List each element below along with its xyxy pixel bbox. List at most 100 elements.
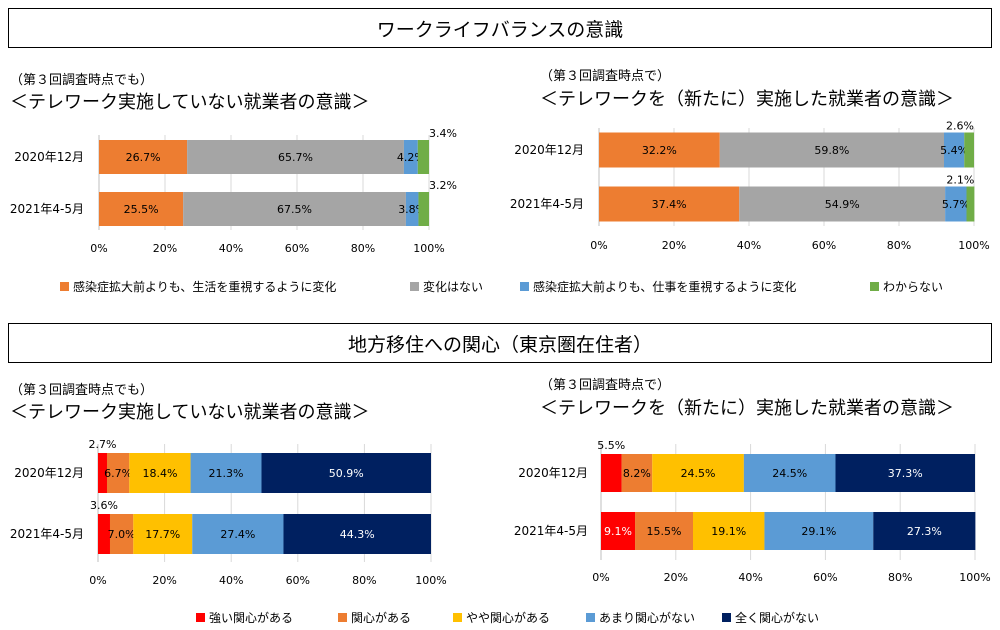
legend2-label: あまり関心がない	[599, 610, 695, 625]
x-tick-label: 60%	[285, 242, 309, 255]
data-label: 26.7%	[126, 151, 161, 164]
legend2-swatch	[722, 613, 731, 622]
data-label: 25.5%	[124, 203, 159, 216]
bar-segment	[129, 453, 191, 493]
x-tick-label: 20%	[662, 239, 686, 252]
bar-segment	[599, 186, 740, 222]
x-tick-label: 40%	[738, 571, 762, 584]
legend2-label: やや関心がある	[466, 610, 550, 625]
bar-segment	[601, 454, 622, 492]
bar-segment	[652, 454, 744, 492]
legend1-swatch	[870, 282, 879, 291]
category-label: 2020年12月	[14, 466, 84, 480]
bar-segment	[183, 192, 406, 226]
x-tick-label: 80%	[352, 574, 376, 587]
section-title-regional-relocation: 地方移住への関心（東京圏在住者）	[8, 323, 992, 363]
x-tick-label: 100%	[413, 242, 444, 255]
x-tick-label: 60%	[812, 239, 836, 252]
section-title-work-life-balance: ワークライフバランスの意識	[8, 8, 992, 48]
x-tick-label: 20%	[153, 242, 177, 255]
bar-segment	[693, 512, 765, 550]
category-label: 2021年4-5月	[10, 202, 84, 216]
x-tick-label: 0%	[592, 571, 609, 584]
data-label: 3.2%	[429, 179, 457, 192]
bar-segment	[283, 514, 431, 554]
chart4-title: ＜テレワークを（新たに）実施した就業者の意識＞	[540, 398, 954, 419]
x-tick-label: 20%	[664, 571, 688, 584]
x-tick-label: 0%	[590, 239, 607, 252]
chart4-subtitle: （第３回調査時点で）	[540, 378, 671, 393]
bar-segment	[621, 454, 653, 492]
bar-segment	[133, 514, 193, 554]
x-tick-label: 100%	[958, 239, 989, 252]
category-label: 2020年12月	[518, 466, 588, 480]
data-label: 27.3%	[907, 525, 942, 538]
data-label: 24.5%	[772, 467, 807, 480]
bar-segment	[417, 140, 429, 174]
chart3-title: ＜テレワーク実施していない就業者の意識＞	[10, 402, 370, 423]
category-label: 2021年4-5月	[10, 527, 84, 541]
data-label: 5.5%	[597, 439, 625, 452]
data-label: 6.7%	[104, 467, 132, 480]
bar-segment	[192, 514, 284, 554]
x-tick-label: 80%	[887, 239, 911, 252]
data-label: 2.6%	[946, 120, 974, 133]
chart1-title: ＜テレワーク実施していない就業者の意識＞	[10, 92, 370, 113]
x-tick-label: 60%	[286, 574, 310, 587]
bar-segment	[99, 192, 184, 226]
bar-segment	[99, 140, 188, 174]
legend1-swatch	[520, 282, 529, 291]
legend1-label: 感染症拡大前よりも、生活を重視するように変化	[73, 279, 336, 294]
legend2-swatch	[586, 613, 595, 622]
data-label: 3.4%	[429, 127, 457, 140]
legend1-swatch	[60, 282, 69, 291]
bar-segment	[945, 186, 967, 222]
x-tick-label: 80%	[888, 571, 912, 584]
data-label: 24.5%	[681, 467, 716, 480]
legend2-swatch	[453, 613, 462, 622]
data-label: 29.1%	[801, 525, 836, 538]
bar-segment	[418, 192, 429, 226]
data-label: 21.3%	[209, 467, 244, 480]
data-label: 59.8%	[814, 144, 849, 157]
legend1-label: 変化はない	[423, 279, 483, 294]
legend1-label: わからない	[883, 280, 943, 294]
data-label: 54.9%	[825, 198, 860, 211]
data-label: 18.4%	[142, 467, 177, 480]
bar-segment	[835, 454, 975, 492]
data-label: 44.3%	[340, 528, 375, 541]
bar-segment	[106, 453, 130, 493]
bar-segment	[966, 186, 975, 222]
data-label: 65.7%	[278, 151, 313, 164]
x-tick-label: 100%	[959, 571, 990, 584]
bar-segment	[601, 512, 636, 550]
bar-segment	[599, 132, 720, 168]
chart2-subtitle: （第３回調査時点で）	[540, 69, 671, 84]
bar-segment	[261, 453, 431, 493]
bar-segment	[109, 514, 134, 554]
category-label: 2020年12月	[514, 143, 584, 157]
x-tick-label: 0%	[90, 242, 107, 255]
x-tick-label: 40%	[737, 239, 761, 252]
data-label: 37.4%	[652, 198, 687, 211]
bar-segment	[743, 454, 836, 492]
bar-segment	[873, 512, 976, 550]
bar-segment	[635, 512, 694, 550]
data-label: 3.6%	[90, 499, 118, 512]
data-label: 5.7%	[942, 198, 970, 211]
legend2-swatch	[196, 613, 205, 622]
bar-segment	[190, 453, 262, 493]
legend2-label: 関心がある	[351, 610, 411, 625]
data-label: 7.0%	[108, 528, 136, 541]
bar-segment	[98, 514, 110, 554]
legend1-swatch	[410, 282, 419, 291]
bar-segment	[403, 140, 418, 174]
x-tick-label: 40%	[219, 574, 243, 587]
x-tick-label: 40%	[219, 242, 243, 255]
chart2-title: ＜テレワークを（新たに）実施した就業者の意識＞	[540, 89, 954, 110]
data-label: 2.7%	[89, 438, 117, 451]
data-label: 15.5%	[647, 525, 682, 538]
x-tick-label: 100%	[415, 574, 446, 587]
bar-segment	[719, 132, 944, 168]
